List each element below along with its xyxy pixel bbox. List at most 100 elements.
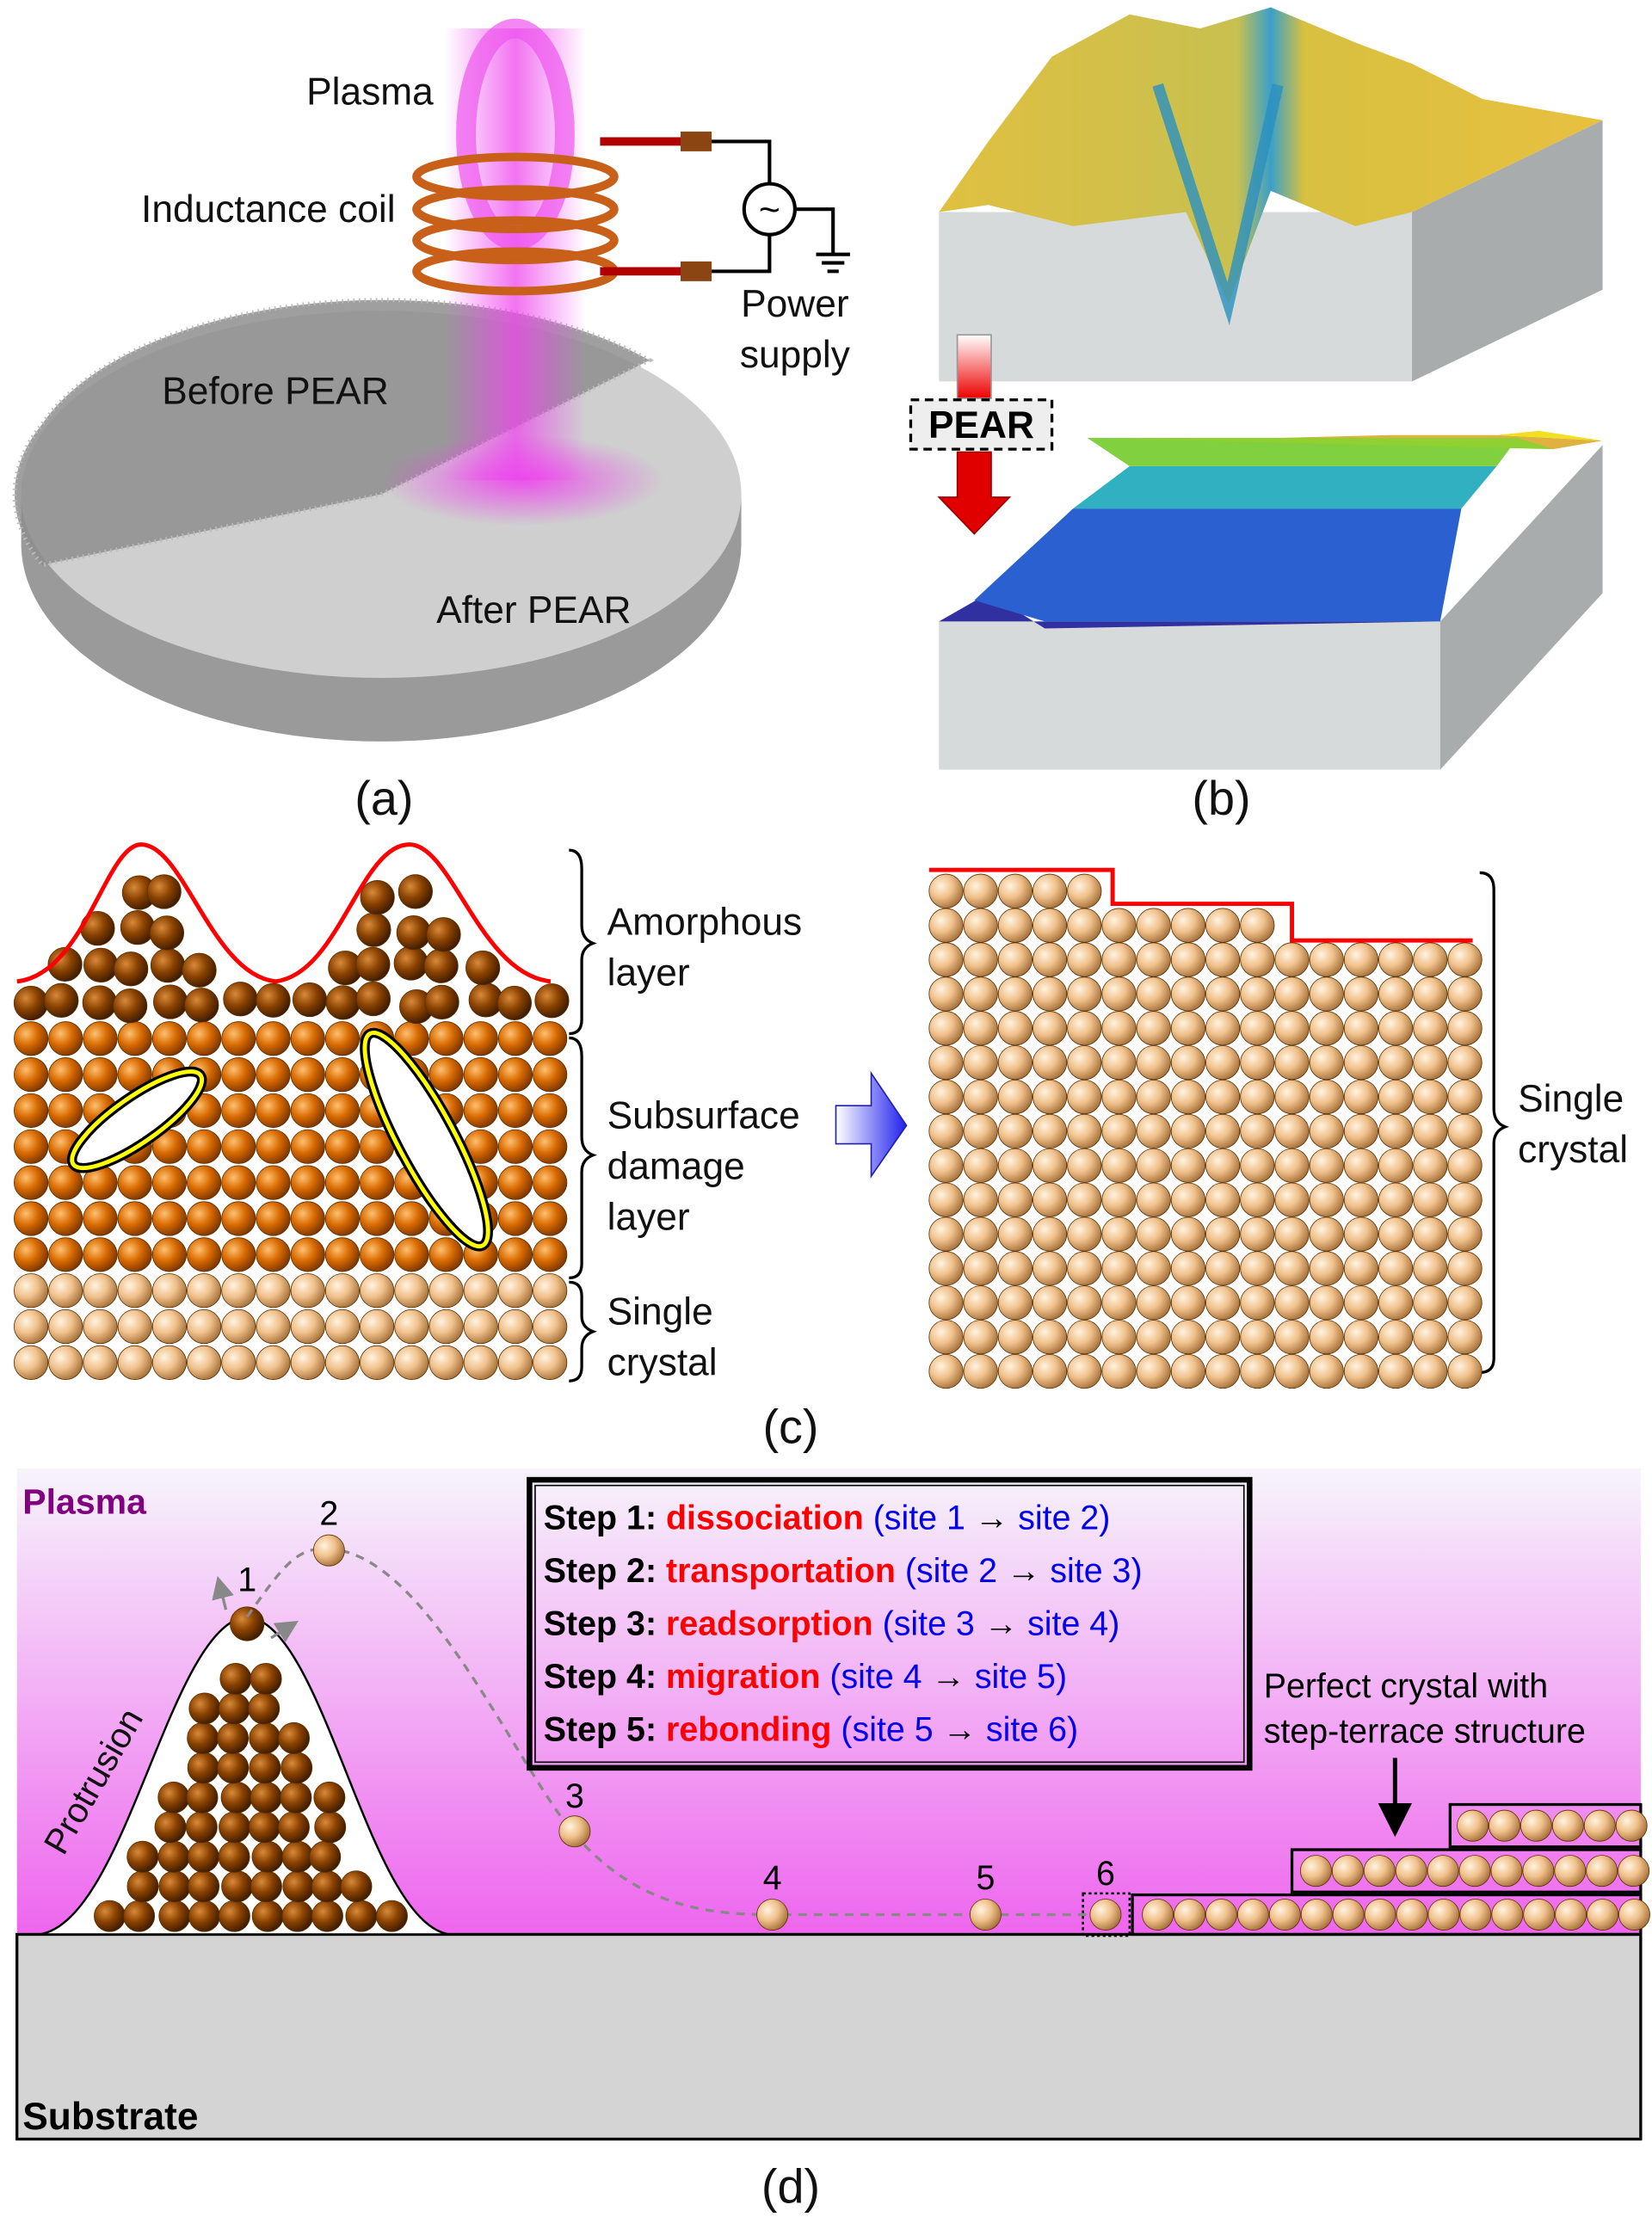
atom: [463, 1273, 498, 1309]
atom: [1274, 942, 1310, 977]
site-atoms: [312, 1534, 1122, 1931]
step-name: transportation: [666, 1552, 905, 1590]
atom: [1459, 1899, 1492, 1931]
atom: [217, 1752, 250, 1784]
atom: [1378, 1079, 1414, 1115]
atom: [1522, 1855, 1555, 1888]
atom: [256, 1273, 291, 1309]
atom: [1032, 1148, 1068, 1183]
stepped-block: [939, 430, 1603, 770]
atom: [1274, 1216, 1310, 1252]
atom: [1067, 873, 1102, 908]
atom: [256, 1093, 291, 1129]
atom: [463, 1309, 498, 1345]
atom: [256, 1345, 291, 1380]
atom: [1378, 1251, 1414, 1286]
atom: [187, 1345, 222, 1380]
single-crystal-right-1: Single: [1518, 1078, 1624, 1120]
atom: [256, 1309, 291, 1345]
atom: [1170, 1216, 1206, 1252]
step-label: Step 4:: [544, 1658, 666, 1696]
atom: [928, 1045, 964, 1081]
atom: [158, 1870, 191, 1903]
atom: [1101, 1216, 1137, 1252]
atom: [1343, 1045, 1379, 1081]
step-name: migration: [666, 1658, 829, 1696]
atom: [497, 1165, 533, 1200]
atom: [997, 908, 1032, 943]
atom: [997, 1216, 1032, 1252]
panel-d: 1 2 3 4 5 6 Step 1: dissociation (site 1…: [15, 1468, 1650, 2213]
atom: [1067, 908, 1102, 943]
plasma-title: Plasma: [22, 1481, 147, 1521]
atom: [282, 1870, 315, 1903]
power-supply-icon: [742, 182, 797, 237]
atom: [117, 1201, 152, 1236]
atom: [1343, 1079, 1379, 1115]
atom: [1378, 1320, 1414, 1355]
atom: [151, 1345, 188, 1380]
atom: [1378, 1113, 1414, 1149]
power-label-1: Power: [741, 283, 849, 325]
atom: [1032, 942, 1068, 977]
atom: [1032, 908, 1068, 943]
atom: [218, 1900, 250, 1932]
atom: [126, 1870, 159, 1903]
atom: [221, 1129, 256, 1164]
atom: [313, 1781, 346, 1814]
atom: [1205, 1285, 1241, 1321]
atom: [1309, 1353, 1344, 1389]
atom: [497, 1021, 533, 1056]
atom: [1378, 1216, 1414, 1252]
atom: [1363, 1855, 1396, 1888]
atom: [1378, 1148, 1414, 1183]
atom: [248, 1692, 280, 1725]
atom: [149, 915, 185, 951]
atom: [1067, 976, 1102, 1012]
subsurface-label-1: Subsurface: [607, 1094, 800, 1136]
step-row: Step 4: migration (site 4 → site 5): [544, 1658, 1067, 1696]
step-from: (site 1: [873, 1500, 965, 1537]
atom: [1170, 1011, 1206, 1046]
atom: [1490, 1855, 1523, 1888]
atom: [221, 1870, 254, 1903]
step-to: site 3): [1050, 1552, 1142, 1590]
atom: [1587, 1899, 1619, 1931]
atom: [1583, 1809, 1616, 1842]
atom: [1378, 1045, 1414, 1081]
atom: [393, 945, 428, 981]
atom: [1447, 1182, 1482, 1217]
atom: [1136, 942, 1171, 977]
atom: [360, 1273, 395, 1309]
atom: [154, 1811, 187, 1844]
perfect-lattice: [928, 873, 1482, 1389]
atom: [428, 1345, 464, 1380]
atom: [187, 1237, 222, 1272]
single-crystal-left-1: Single: [607, 1291, 713, 1333]
atom: [1274, 1353, 1310, 1389]
atom: [44, 982, 79, 1019]
step-from: (site 5: [841, 1711, 933, 1749]
atom: [1309, 1079, 1344, 1115]
atom: [218, 1840, 250, 1873]
atom: [928, 976, 964, 1012]
rough-surface-line: [16, 842, 552, 984]
atom: [1447, 1353, 1482, 1389]
atom: [1274, 976, 1310, 1012]
atom: [533, 1345, 568, 1380]
atom: [1523, 1899, 1556, 1931]
atom: [1136, 908, 1171, 943]
atom: [1309, 1216, 1344, 1252]
atom: [126, 1840, 159, 1873]
atom: [1170, 908, 1206, 943]
atom: [325, 985, 361, 1020]
atom: [963, 1045, 998, 1081]
atom: [356, 912, 391, 947]
atom: [1170, 1045, 1206, 1081]
atom: [48, 1021, 83, 1056]
subsurface-label-3: layer: [607, 1197, 690, 1239]
atom: [1413, 976, 1448, 1012]
atom: [1489, 1809, 1520, 1842]
atom: [756, 1899, 789, 1931]
atom: [1343, 942, 1379, 977]
